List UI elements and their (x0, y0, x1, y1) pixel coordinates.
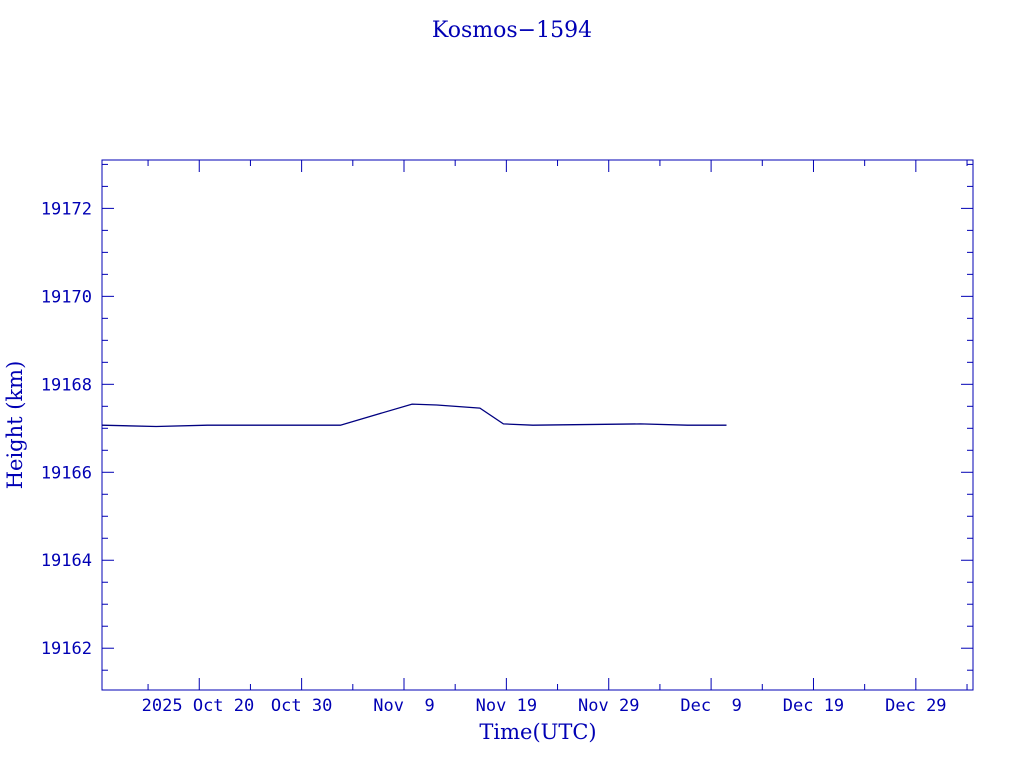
y-tick-label: 19170 (41, 287, 92, 307)
chart-title: Kosmos−1594 (432, 18, 592, 43)
x-tick-label: Nov 9 (373, 696, 434, 716)
x-tick-label: 2025 Oct 20 (142, 696, 255, 716)
y-tick-label: 19166 (41, 463, 92, 483)
x-tick-label: Nov 29 (578, 696, 639, 716)
x-tick-label: Dec 9 (680, 696, 741, 716)
y-tick-label: 19162 (41, 639, 92, 659)
x-tick-label: Dec 29 (885, 696, 946, 716)
x-tick-label: Dec 19 (783, 696, 844, 716)
series-line (101, 403, 727, 428)
y-tick-label: 19164 (41, 551, 92, 571)
x-tick-label: Oct 30 (271, 696, 332, 716)
x-axis-label: Time(UTC) (479, 720, 596, 744)
x-tick-label: Nov 19 (476, 696, 537, 716)
y-tick-label: 19172 (41, 199, 92, 219)
y-axis-label: Height (km) (3, 361, 27, 490)
y-tick-label: 19168 (41, 375, 92, 395)
plot-frame (101, 159, 974, 691)
